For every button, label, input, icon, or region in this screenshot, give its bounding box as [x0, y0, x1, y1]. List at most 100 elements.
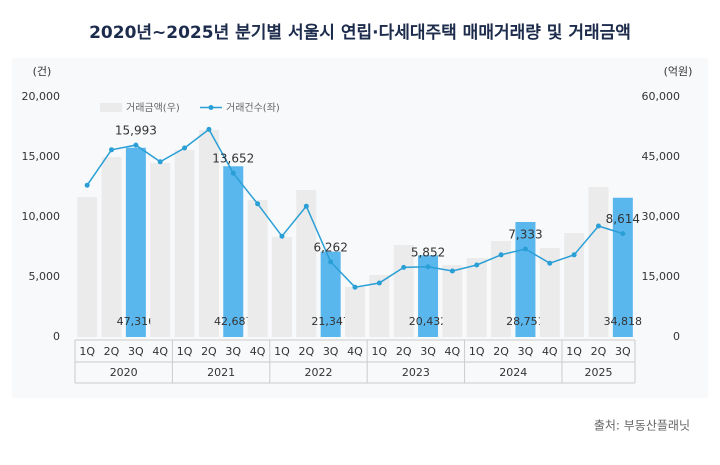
line-point — [474, 262, 480, 268]
x-tick-label: 2Q — [493, 345, 509, 358]
x-tick-label: 2Q — [104, 345, 120, 358]
bar — [101, 157, 122, 337]
bar — [198, 130, 219, 337]
line-point — [376, 280, 382, 286]
y-tick-label: 5,000 — [29, 270, 61, 283]
bar — [442, 265, 463, 337]
x-tick-label: 3Q — [225, 345, 241, 358]
x-tick-label: 3Q — [615, 345, 631, 358]
bar — [271, 237, 292, 337]
x-tick-label: 4Q — [347, 345, 363, 358]
group-label: 2021 — [207, 366, 235, 379]
line-point — [182, 145, 188, 151]
legend-swatch — [100, 103, 122, 112]
bar — [125, 147, 146, 337]
bar — [247, 200, 268, 337]
line-point — [449, 268, 455, 274]
bar-value-label: 20,432 — [409, 315, 448, 328]
line-point — [230, 170, 236, 176]
x-tick-label: 2Q — [396, 345, 412, 358]
group-label: 2024 — [499, 366, 527, 379]
bar — [345, 287, 365, 337]
y2-tick-label: 60,000 — [642, 90, 681, 103]
group-label: 2025 — [584, 366, 612, 379]
group-label: 2020 — [110, 366, 138, 379]
line-value-label: 8,614 — [606, 212, 640, 226]
x-tick-label: 4Q — [445, 345, 461, 358]
x-tick-label: 3Q — [128, 345, 144, 358]
bar-value-label: 28,751 — [506, 315, 545, 328]
bar-value-label: 21,347 — [311, 315, 350, 328]
line-point — [255, 201, 261, 207]
line-point — [401, 264, 407, 270]
y2-tick-label: 15,000 — [642, 270, 681, 283]
y-tick-label: 20,000 — [22, 90, 61, 103]
x-tick-label: 3Q — [420, 345, 436, 358]
x-tick-label: 2Q — [298, 345, 314, 358]
line-value-label: 6,262 — [313, 240, 347, 254]
legend-label: 거래건수(좌) — [226, 102, 280, 114]
x-tick-label: 2Q — [591, 345, 607, 358]
line-point — [352, 284, 358, 290]
group-label: 2022 — [304, 366, 332, 379]
line-point — [547, 260, 553, 266]
line-point — [84, 182, 90, 188]
bar — [588, 187, 609, 337]
line-value-label: 13,652 — [212, 152, 254, 166]
line-value-label: 5,852 — [411, 245, 445, 259]
line-value-label: 7,333 — [508, 228, 542, 242]
line-point — [571, 252, 577, 258]
line-point — [109, 147, 115, 153]
x-tick-label: 1Q — [566, 345, 582, 358]
y2-tick-label: 0 — [673, 330, 680, 343]
x-tick-label: 1Q — [469, 345, 485, 358]
chart-title: 2020년~2025년 분기별 서울시 연립·다세대주택 매매거래량 및 거래금… — [89, 23, 631, 43]
bar-value-label: 47,316 — [117, 315, 156, 328]
bar — [418, 255, 439, 337]
line-point — [157, 159, 163, 165]
x-tick-label: 1Q — [79, 345, 95, 358]
x-tick-label: 3Q — [518, 345, 534, 358]
y-tick-label: 0 — [53, 330, 60, 343]
bar-value-label: 34,818 — [604, 315, 643, 328]
legend-swatch — [208, 105, 214, 110]
line-point — [425, 264, 431, 270]
group-label: 2023 — [402, 366, 430, 379]
y-axis-label: (건) — [33, 65, 52, 78]
bar — [223, 166, 244, 337]
y2-tick-label: 30,000 — [642, 210, 681, 223]
line-point — [328, 259, 334, 265]
bar — [466, 258, 487, 337]
y-tick-label: 15,000 — [22, 150, 61, 163]
x-tick-label: 3Q — [323, 345, 339, 358]
bar — [77, 197, 98, 337]
legend-label: 거래금액(우) — [126, 102, 180, 114]
x-tick-label: 1Q — [372, 345, 388, 358]
bar — [369, 275, 390, 337]
x-tick-label: 1Q — [274, 345, 290, 358]
y2-tick-label: 45,000 — [642, 150, 681, 163]
x-tick-label: 4Q — [152, 345, 168, 358]
bar-value-label: 42,687 — [214, 315, 253, 328]
line-point — [620, 231, 626, 237]
bar — [296, 190, 317, 337]
bar — [150, 163, 171, 337]
line-point — [303, 203, 309, 209]
line-point — [279, 233, 285, 239]
bar — [564, 233, 585, 337]
line-point — [595, 223, 601, 229]
y-tick-label: 10,000 — [22, 210, 61, 223]
line-point — [206, 126, 212, 132]
x-tick-label: 2Q — [201, 345, 217, 358]
y2-axis-label: (억원) — [664, 65, 693, 78]
x-tick-label: 1Q — [177, 345, 193, 358]
bar — [539, 248, 560, 337]
line-point — [498, 252, 504, 258]
source: 출처: 부동산플래닛 — [594, 419, 690, 433]
line-point — [133, 142, 139, 148]
x-tick-label: 4Q — [250, 345, 266, 358]
x-tick-label: 4Q — [542, 345, 558, 358]
bar — [491, 241, 512, 337]
bar — [174, 150, 195, 337]
